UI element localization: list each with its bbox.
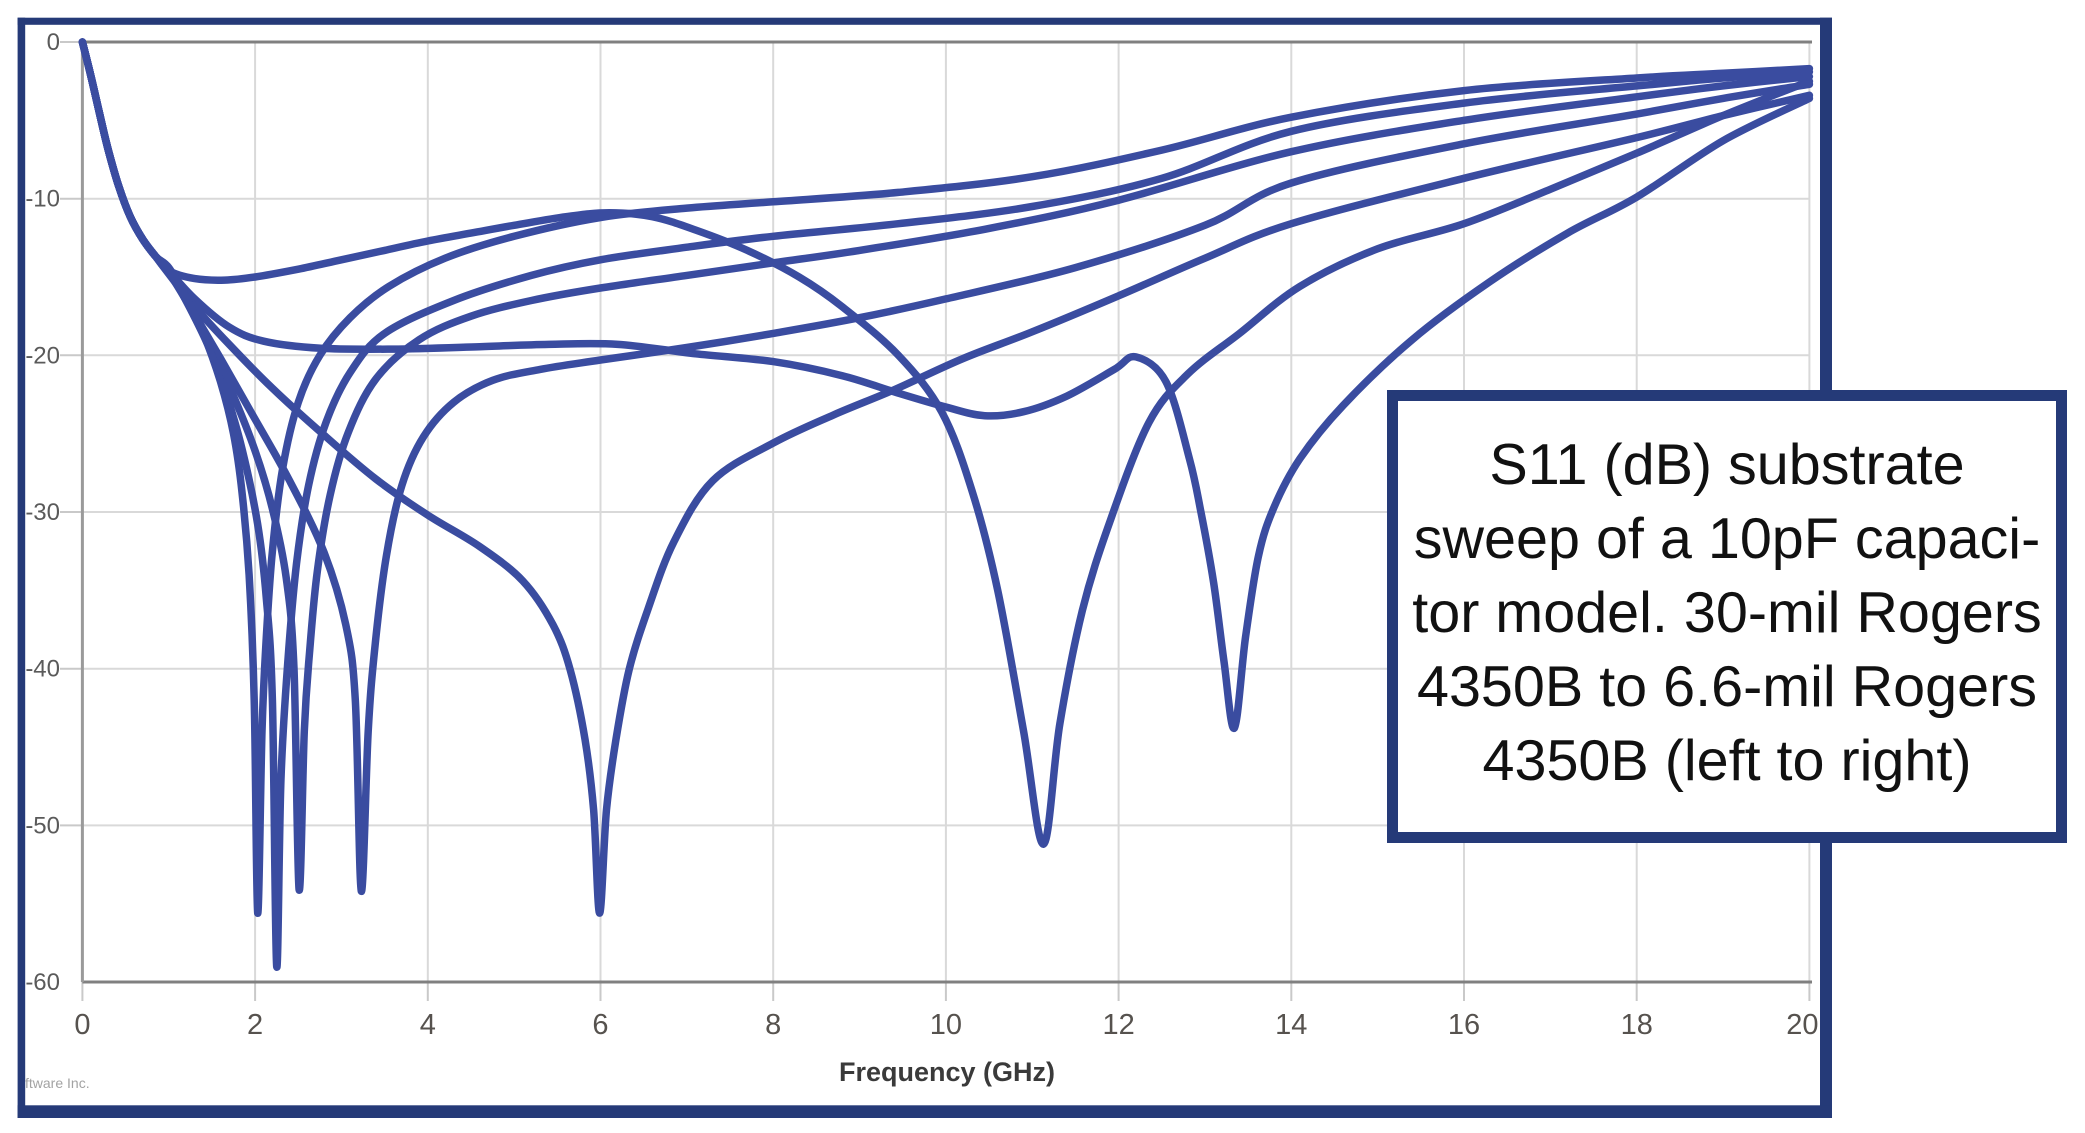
svg-text:-50: -50 — [25, 812, 60, 839]
svg-text:4350B (left to right): 4350B (left to right) — [1482, 729, 1971, 793]
svg-text:-60: -60 — [25, 969, 60, 996]
svg-text:S11 (dB) substrate: S11 (dB) substrate — [1489, 433, 1964, 497]
svg-text:4: 4 — [420, 1009, 436, 1041]
svg-text:8: 8 — [765, 1009, 781, 1041]
svg-text:20: 20 — [1786, 1009, 1818, 1041]
svg-text:12: 12 — [1102, 1009, 1134, 1041]
svg-text:tor model. 30-mil Rogers: tor model. 30-mil Rogers — [1412, 581, 2042, 645]
svg-text:18: 18 — [1621, 1009, 1653, 1041]
svg-text:4350B to 6.6-mil Rogers: 4350B to 6.6-mil Rogers — [1417, 655, 2037, 719]
svg-text:0: 0 — [47, 29, 60, 56]
svg-text:16: 16 — [1448, 1009, 1480, 1041]
svg-text:ftware Inc.: ftware Inc. — [25, 1075, 90, 1091]
svg-text:10: 10 — [930, 1009, 962, 1041]
svg-text:-20: -20 — [25, 342, 60, 369]
svg-text:Frequency (GHz): Frequency (GHz) — [839, 1057, 1055, 1087]
svg-text:-40: -40 — [25, 656, 60, 683]
svg-text:2: 2 — [247, 1009, 263, 1041]
svg-text:6: 6 — [592, 1009, 608, 1041]
svg-text:14: 14 — [1275, 1009, 1307, 1041]
svg-text:-10: -10 — [25, 186, 60, 213]
svg-text:sweep of a 10pF capaci-: sweep of a 10pF capaci- — [1414, 507, 2040, 571]
svg-text:-30: -30 — [25, 499, 60, 526]
svg-text:0: 0 — [74, 1009, 90, 1041]
